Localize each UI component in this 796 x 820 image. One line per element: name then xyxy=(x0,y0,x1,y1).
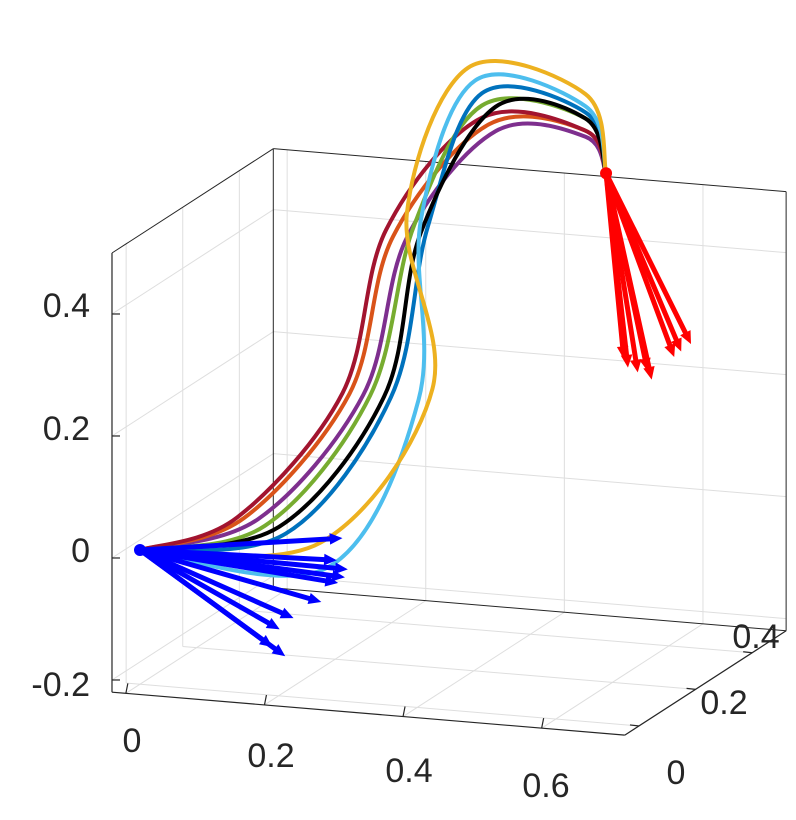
trajectory-line xyxy=(138,114,609,552)
y-tick-label: 0.4 xyxy=(732,618,779,656)
z-tick-label: 0 xyxy=(71,532,90,570)
x-tick xyxy=(402,706,406,717)
gridline-side-z xyxy=(111,209,274,315)
x-tick-label: 0.6 xyxy=(522,767,569,805)
y-tick xyxy=(743,651,753,654)
z-tick-label: 0.2 xyxy=(43,410,90,448)
gridline-floor-x xyxy=(402,611,565,717)
x-tick xyxy=(263,694,268,706)
gridline-floor-y xyxy=(126,682,640,727)
start-arrow-head xyxy=(265,617,280,630)
z-tick-label: -0.2 xyxy=(31,666,90,704)
gridline-floor-x xyxy=(541,623,704,729)
end-arrow xyxy=(603,170,676,358)
x-axis-line xyxy=(111,691,625,736)
start-arrow xyxy=(137,547,286,657)
end-arrow-head xyxy=(630,358,642,373)
end-arrow-shaft xyxy=(603,170,673,349)
start-arrow xyxy=(137,547,339,587)
start-arrow xyxy=(137,533,343,553)
x-tick-label: 0 xyxy=(123,722,142,760)
y-tick-label: 0.2 xyxy=(700,684,747,722)
start-arrow xyxy=(137,547,322,605)
box-edge xyxy=(273,148,787,193)
start-arrow-head xyxy=(331,569,345,582)
z-tick-label: 0.4 xyxy=(43,287,90,325)
start-arrow-head xyxy=(323,553,337,566)
trajectory-line xyxy=(138,96,609,552)
trajectory-line xyxy=(138,121,609,552)
box-edge xyxy=(273,587,787,632)
x-tick xyxy=(541,718,545,729)
gridline-side-z xyxy=(111,331,274,437)
gridline-floor-x xyxy=(264,600,427,706)
x-tick xyxy=(125,683,129,694)
trajectory-line xyxy=(138,72,609,578)
arrows xyxy=(134,167,692,657)
start-arrow xyxy=(137,547,280,630)
trajectories xyxy=(138,59,609,578)
gridline-floor-y xyxy=(182,645,696,690)
start-arrow-head xyxy=(334,562,348,574)
grid-lines xyxy=(111,149,787,729)
gridline-back-z xyxy=(273,331,787,376)
start-arrow-shaft xyxy=(137,547,329,584)
axes-box xyxy=(111,148,787,736)
end-arrow-head xyxy=(680,330,692,345)
end-arrow-head xyxy=(664,343,676,358)
trajectory-line xyxy=(138,96,609,552)
start-arrow-head xyxy=(324,575,339,587)
start-point-marker xyxy=(134,544,146,556)
tick-labels: 0 0.2 0.4 0.6 0 0.2 0.4 -0.2 0 0.2 0.4 xyxy=(31,287,779,805)
gridline-floor-x xyxy=(125,588,288,694)
start-arrow-shaft xyxy=(137,547,313,602)
start-arrow-shaft xyxy=(137,547,285,616)
start-arrow-head xyxy=(271,644,286,657)
trajectory-line xyxy=(138,59,609,559)
start-arrow xyxy=(137,547,294,619)
gridline-back-z xyxy=(273,209,787,254)
start-arrow-head xyxy=(307,592,322,605)
trajectory-line xyxy=(138,109,609,552)
start-arrow-head xyxy=(329,533,343,545)
start-arrow-head xyxy=(279,607,294,619)
end-arrow-shaft xyxy=(603,170,630,358)
y-tick-label: 0 xyxy=(667,754,686,792)
end-arrow xyxy=(603,170,633,368)
end-arrow-head xyxy=(670,337,682,352)
y-axis-line xyxy=(624,630,787,736)
x-tick-label: 0.2 xyxy=(247,737,294,775)
box-edge xyxy=(111,148,274,254)
end-point-marker xyxy=(600,167,613,180)
gridline-floor-y xyxy=(239,609,753,654)
start-arrow-shaft xyxy=(137,536,333,553)
x-tick-label: 0.4 xyxy=(385,752,432,790)
gridline-back-z xyxy=(273,453,787,498)
start-arrow-shaft xyxy=(137,547,278,652)
end-arrow-head xyxy=(643,366,655,380)
y-tick xyxy=(629,724,640,727)
end-arrow-head xyxy=(620,354,633,368)
y-tick xyxy=(686,687,696,690)
gridline-side-z xyxy=(111,453,274,559)
start-arrow-shaft xyxy=(137,547,272,626)
gridline-back-z xyxy=(273,575,787,620)
gridline-side-z xyxy=(111,575,274,681)
